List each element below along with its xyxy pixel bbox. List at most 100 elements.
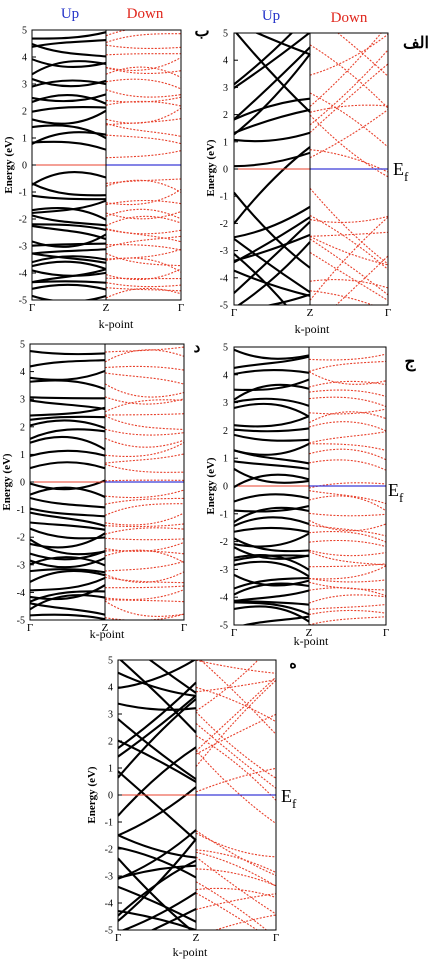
band-line — [118, 702, 197, 711]
band-line — [309, 44, 388, 109]
band-line — [104, 585, 184, 589]
band-line — [308, 530, 386, 543]
band-line — [119, 660, 197, 734]
band-line — [234, 355, 310, 369]
y-tick-label: 3 — [108, 710, 113, 721]
band-line — [309, 290, 374, 305]
band-line — [105, 215, 181, 227]
spin-down-bands — [309, 33, 388, 305]
band-line — [309, 187, 388, 265]
band-line — [30, 613, 106, 620]
band-line — [104, 571, 184, 583]
fermi-level-label: Ef — [393, 159, 409, 184]
y-tick-label: -5 — [220, 621, 228, 632]
panel-label: د — [194, 340, 201, 356]
band-line — [195, 676, 276, 752]
band-line — [120, 891, 197, 930]
y-tick-label: 4 — [223, 56, 228, 67]
band-line — [308, 490, 386, 505]
band-line — [30, 507, 106, 518]
band-line — [234, 433, 310, 442]
band-line — [308, 396, 386, 408]
band-line — [104, 537, 184, 541]
band-line — [309, 216, 388, 301]
band-line — [195, 892, 259, 930]
band-line — [105, 96, 181, 103]
band-line — [32, 124, 107, 140]
band-line — [308, 587, 386, 597]
band-line — [30, 369, 106, 381]
band-line — [195, 735, 276, 801]
band-line — [105, 178, 181, 184]
y-tick-label: -5 — [17, 616, 25, 627]
x-tick-label: Z — [193, 932, 200, 944]
band-line — [234, 589, 310, 603]
fermi-level-label: Ef — [388, 480, 404, 505]
band-line — [195, 887, 276, 899]
band-line — [195, 749, 276, 824]
spin-down-header: Down — [127, 6, 164, 22]
band-line — [199, 660, 276, 735]
band-line — [105, 211, 181, 220]
band-line — [195, 686, 276, 723]
band-line — [234, 605, 310, 623]
band-line — [32, 109, 107, 125]
band-line — [32, 171, 107, 186]
y-tick-label: -5 — [220, 301, 228, 312]
band-line — [195, 713, 276, 755]
band-line — [195, 678, 276, 693]
spin-down-bands — [104, 346, 184, 620]
y-tick-label: -2 — [105, 845, 113, 856]
band-line — [104, 599, 184, 603]
y-tick-label: -1 — [19, 188, 27, 199]
band-line — [30, 590, 106, 603]
y-tick-label: 3 — [20, 395, 25, 406]
band-line — [234, 467, 310, 484]
x-tick-label: Γ — [27, 622, 33, 634]
band-line — [234, 46, 311, 121]
band-line — [308, 459, 386, 471]
band-panel-5: -5 -4 -3 -2 -1 0 1 2 3 4 5 Γ Z Γk-point Energy (eV) ه Ef — [86, 656, 297, 960]
band-line — [105, 287, 181, 292]
band-line — [308, 551, 386, 566]
band-line — [104, 576, 184, 584]
band-line — [104, 512, 184, 526]
band-line — [308, 371, 386, 385]
band-line — [30, 486, 106, 498]
plot-area — [32, 30, 181, 300]
y-tick-label: 3 — [223, 83, 228, 94]
band-line — [234, 33, 311, 89]
band-line — [105, 66, 181, 79]
band-line — [30, 527, 106, 540]
band-line — [118, 834, 197, 859]
band-line — [32, 93, 107, 103]
spin-up-bands — [234, 33, 311, 305]
band-line — [105, 33, 181, 44]
band-line — [32, 58, 107, 69]
band-line — [104, 437, 184, 448]
band-line — [234, 442, 310, 456]
band-line — [105, 56, 181, 71]
band-line — [195, 767, 276, 793]
band-line — [234, 460, 310, 471]
band-line — [309, 92, 388, 148]
band-line — [308, 411, 386, 424]
band-line — [30, 496, 106, 509]
band-line — [30, 415, 106, 421]
y-tick-label: -5 — [19, 296, 27, 307]
band-line — [105, 199, 181, 206]
band-line — [234, 238, 311, 294]
band-line — [118, 681, 197, 749]
band-line — [104, 497, 184, 505]
band-line — [32, 31, 107, 40]
band-line — [118, 885, 197, 923]
band-line — [30, 576, 106, 592]
spin-up-bands — [32, 31, 107, 300]
band-line — [32, 242, 107, 247]
y-tick-label: 3 — [22, 80, 27, 91]
band-line — [234, 526, 310, 533]
x-axis-label: k-point — [295, 322, 330, 336]
band-line — [309, 114, 388, 178]
band-line — [30, 449, 106, 457]
band-line — [105, 134, 181, 145]
